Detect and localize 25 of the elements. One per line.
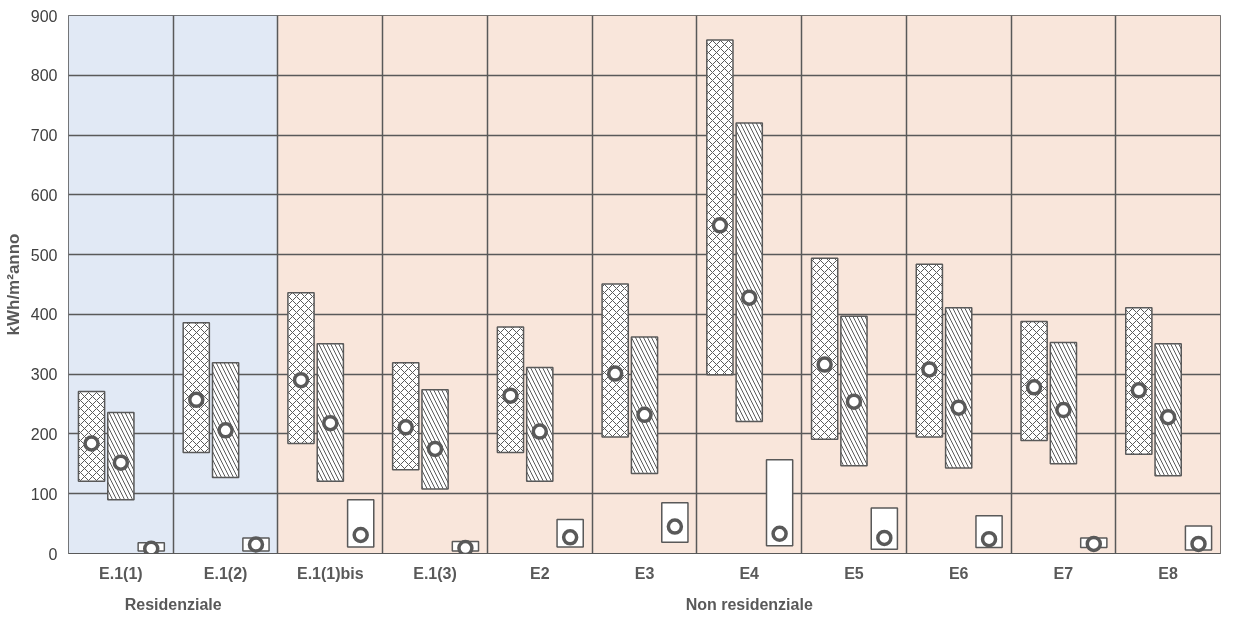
x-tick-label: E8 (1158, 564, 1179, 582)
bar (346, 498, 375, 548)
y-tick-label: 200 (30, 425, 58, 443)
x-tick-label: E.1(1) (99, 564, 143, 582)
y-tick-label: 600 (30, 186, 58, 204)
y-tick-label: 800 (30, 67, 58, 85)
x-tick-label: E7 (1053, 564, 1074, 582)
x-tick-label: E5 (844, 564, 864, 582)
x-tick-label: E4 (739, 564, 760, 582)
y-tick-label: 100 (30, 485, 58, 503)
x-tick-label: E3 (634, 564, 655, 582)
x-tick-label: E.1(3) (413, 564, 457, 582)
x-tick-label: E2 (529, 564, 550, 582)
band-label: Non residenziale (685, 595, 813, 613)
y-axis-title: kWh/m²anno (3, 233, 23, 336)
x-tick-label: E6 (948, 564, 969, 582)
y-tick-label: 300 (30, 366, 58, 384)
y-tick-label: 900 (30, 7, 58, 25)
x-tick-label: E.1(1)bis (296, 564, 364, 582)
y-tick-label: 0 (48, 545, 58, 563)
x-tick-label: E.1(2) (203, 564, 248, 582)
band-label: Residenziale (124, 595, 222, 613)
y-tick-label: 400 (30, 306, 58, 324)
y-tick-label: 500 (30, 246, 58, 264)
y-tick-label: 700 (30, 127, 58, 145)
